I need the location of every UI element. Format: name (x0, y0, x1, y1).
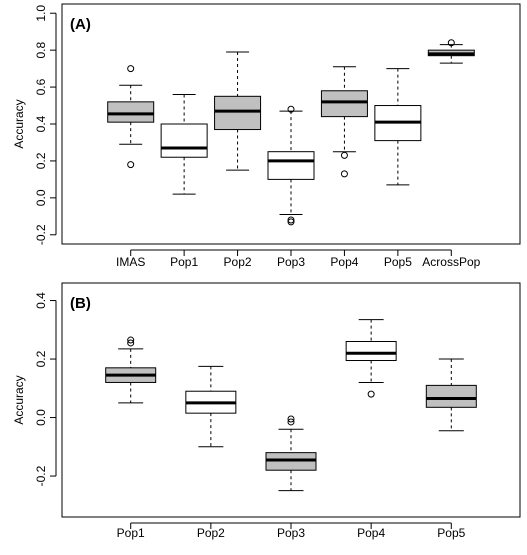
y-tick-label: 0.4 (34, 115, 48, 132)
outlier-point (127, 339, 135, 347)
box-pop5 (374, 68, 422, 186)
panel-a: (A) Accuracy -0.2 0.0 0.2 0.4 0.6 0.8 1.0 IMAS Pop… (12, 3, 521, 269)
iqr-box (214, 95, 262, 131)
plot-frame (61, 3, 521, 245)
y-tick-label: 0.4 (34, 292, 48, 309)
outlier-point (127, 336, 135, 344)
box-imas (107, 65, 155, 169)
x-tick-label: IMAS (116, 255, 145, 269)
x-tick-label: Pop1 (170, 255, 198, 269)
outlier-point (287, 218, 295, 226)
outlier-point (287, 418, 295, 426)
iqr-box (267, 151, 315, 180)
x-tick-label: Pop2 (197, 526, 225, 540)
y-tick-label: 0.6 (34, 78, 48, 95)
y-tick-label: -0.2 (34, 465, 48, 486)
x-tick-label: Pop5 (384, 255, 412, 269)
x-tick-label: Pop4 (357, 526, 385, 540)
y-tick-label: 0.0 (34, 409, 48, 426)
y-tick-label: 0.8 (34, 41, 48, 58)
y-axis-title: Accuracy (12, 99, 26, 148)
outlier-point (287, 105, 295, 113)
panel-b: (B) Accuracy -0.2 0.0 0.2 0.4 Pop1 Pop2 Pop3 Pop4… (12, 282, 521, 540)
outlier-point (447, 39, 455, 47)
y-tick-label: 0.0 (34, 189, 48, 206)
iqr-box (425, 384, 477, 408)
box-pop1 (105, 336, 157, 404)
box-pop1 (160, 93, 208, 195)
panel-label: (A) (70, 16, 91, 33)
x-tick-label: Pop1 (117, 526, 145, 540)
box-pop3 (265, 415, 317, 492)
x-tick-label: Pop4 (330, 255, 358, 269)
plot-frame (61, 282, 521, 518)
outlier-point (367, 390, 375, 398)
box-pop3 (267, 105, 315, 226)
y-axis-title: Accuracy (12, 375, 26, 424)
x-tick-label: Pop3 (277, 255, 305, 269)
outlier-point (127, 161, 135, 169)
box-pop2 (185, 365, 237, 448)
outlier-point (340, 151, 348, 159)
iqr-box (320, 90, 368, 118)
y-tick-label: 1.0 (34, 5, 48, 22)
iqr-box (107, 101, 155, 123)
outlier-point (340, 170, 348, 178)
box-pop4 (345, 319, 397, 398)
box-acrosspop (427, 39, 475, 64)
panel-label: (B) (70, 295, 91, 312)
iqr-box (160, 123, 208, 158)
x-tick-label: Pop5 (437, 526, 465, 540)
outlier-point (287, 415, 295, 423)
box-pop4 (320, 66, 368, 178)
x-tick-label: Pop2 (224, 255, 252, 269)
box-pop5 (425, 358, 477, 432)
x-tick-label: Pop3 (277, 526, 305, 540)
y-tick-label: 0.2 (34, 152, 48, 169)
outlier-point (287, 216, 295, 224)
y-tick-label: -0.2 (34, 224, 48, 245)
x-tick-label: AcrossPop (422, 255, 480, 269)
outlier-point (127, 65, 135, 73)
y-tick-label: 0.2 (34, 350, 48, 367)
iqr-box (345, 341, 397, 362)
box-pop2 (214, 51, 262, 171)
